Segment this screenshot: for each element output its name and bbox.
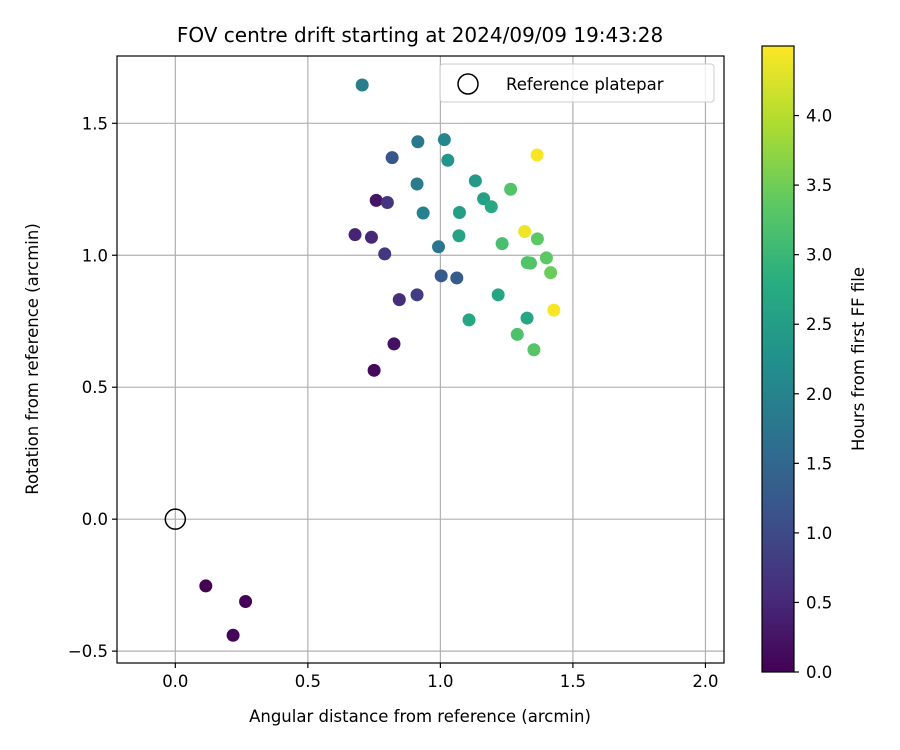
legend-box	[439, 63, 715, 103]
scatter-point	[510, 327, 524, 341]
scatter-point	[544, 266, 558, 280]
y-tick-label: 1.0	[82, 246, 108, 265]
legend-marker-reference	[457, 73, 479, 95]
reference-point-marker	[164, 508, 187, 530]
scatter-point	[524, 256, 538, 270]
scatter-point	[432, 240, 446, 254]
scatter-point	[518, 225, 532, 239]
y-tick-label: 0.0	[82, 510, 108, 529]
y-axis-label: Rotation from reference (arcmin)	[23, 223, 42, 495]
colorbar-tick-label: 4.0	[806, 107, 832, 126]
scatter-point	[437, 133, 451, 147]
scatter-point	[416, 206, 430, 220]
scatter-point	[530, 232, 544, 246]
scatter-point	[348, 228, 362, 242]
scatter-point	[367, 363, 381, 377]
scatter-point	[539, 251, 553, 265]
scatter-point	[520, 311, 534, 325]
colorbar-tick-label: 0.5	[806, 593, 832, 612]
scatter-point	[364, 230, 378, 244]
colorbar-gradient	[761, 45, 795, 673]
scatter-point	[199, 579, 213, 593]
scatter-point	[547, 303, 561, 317]
x-tick-label: 1.5	[560, 672, 586, 691]
colorbar-tick-label: 2.5	[806, 315, 832, 334]
colorbar-tick-label: 2.0	[806, 385, 832, 404]
grid-lines	[117, 56, 724, 663]
scatter-point	[452, 229, 466, 243]
scatter-point	[369, 193, 383, 207]
scatter-point	[411, 135, 425, 149]
legend-label-reference: Reference platepar	[506, 75, 664, 94]
scatter-point	[355, 78, 369, 92]
data-points	[164, 78, 561, 642]
colorbar-tick-label: 1.0	[806, 524, 832, 543]
x-axis-label: Angular distance from reference (arcmin)	[249, 707, 591, 726]
scatter-point	[380, 195, 394, 209]
colorbar-label: Hours from first FF file	[849, 267, 868, 451]
chart-title: FOV centre drift starting at 2024/09/09 …	[177, 23, 663, 47]
legend: Reference platepar	[439, 63, 715, 103]
colorbar-tick-label: 3.0	[806, 246, 832, 265]
scatter-point	[491, 288, 505, 302]
scatter-point	[392, 293, 406, 307]
colorbar-ticks: 0.0 0.5 1.0 1.5 2.0 2.5 3.0 3.5 4.0	[794, 107, 832, 682]
x-axis-ticks: 0.0 0.5 1.0 1.5 2.0	[162, 663, 719, 691]
scatter-point	[387, 337, 401, 351]
scatter-point	[530, 148, 544, 162]
scatter-point	[462, 313, 476, 327]
y-tick-label: 1.5	[82, 114, 108, 133]
plot-frame	[116, 55, 725, 664]
x-tick-label: 0.0	[162, 672, 188, 691]
scatter-point	[484, 200, 498, 214]
scatter-point	[468, 174, 482, 188]
colorbar-tick-label: 3.5	[806, 176, 832, 195]
colorbar: 0.0 0.5 1.0 1.5 2.0 2.5 3.0 3.5 4.0 Hours from f…	[761, 45, 868, 682]
scatter-point	[410, 288, 424, 302]
scatter-point	[452, 206, 466, 220]
scatter-point	[527, 343, 541, 357]
y-tick-label: −0.5	[68, 642, 108, 661]
x-tick-label: 2.0	[692, 672, 718, 691]
y-axis-ticks: −0.5 0.0 0.5 1.0 1.5	[68, 114, 117, 661]
scatter-point	[434, 269, 448, 283]
x-tick-label: 0.5	[295, 672, 321, 691]
scatter-point	[410, 177, 424, 191]
colorbar-tick-label: 0.0	[806, 663, 832, 682]
scatter-point	[239, 595, 253, 609]
scatter-point	[495, 237, 509, 251]
colorbar-tick-label: 1.5	[806, 454, 832, 473]
scatter-point	[504, 182, 518, 196]
y-tick-label: 0.5	[82, 378, 108, 397]
scatter-point	[450, 271, 464, 285]
scatter-point	[378, 247, 392, 261]
x-tick-label: 1.0	[427, 672, 453, 691]
scatter-point	[441, 153, 455, 167]
scatter-point	[385, 151, 399, 165]
scatter-point	[226, 628, 240, 642]
